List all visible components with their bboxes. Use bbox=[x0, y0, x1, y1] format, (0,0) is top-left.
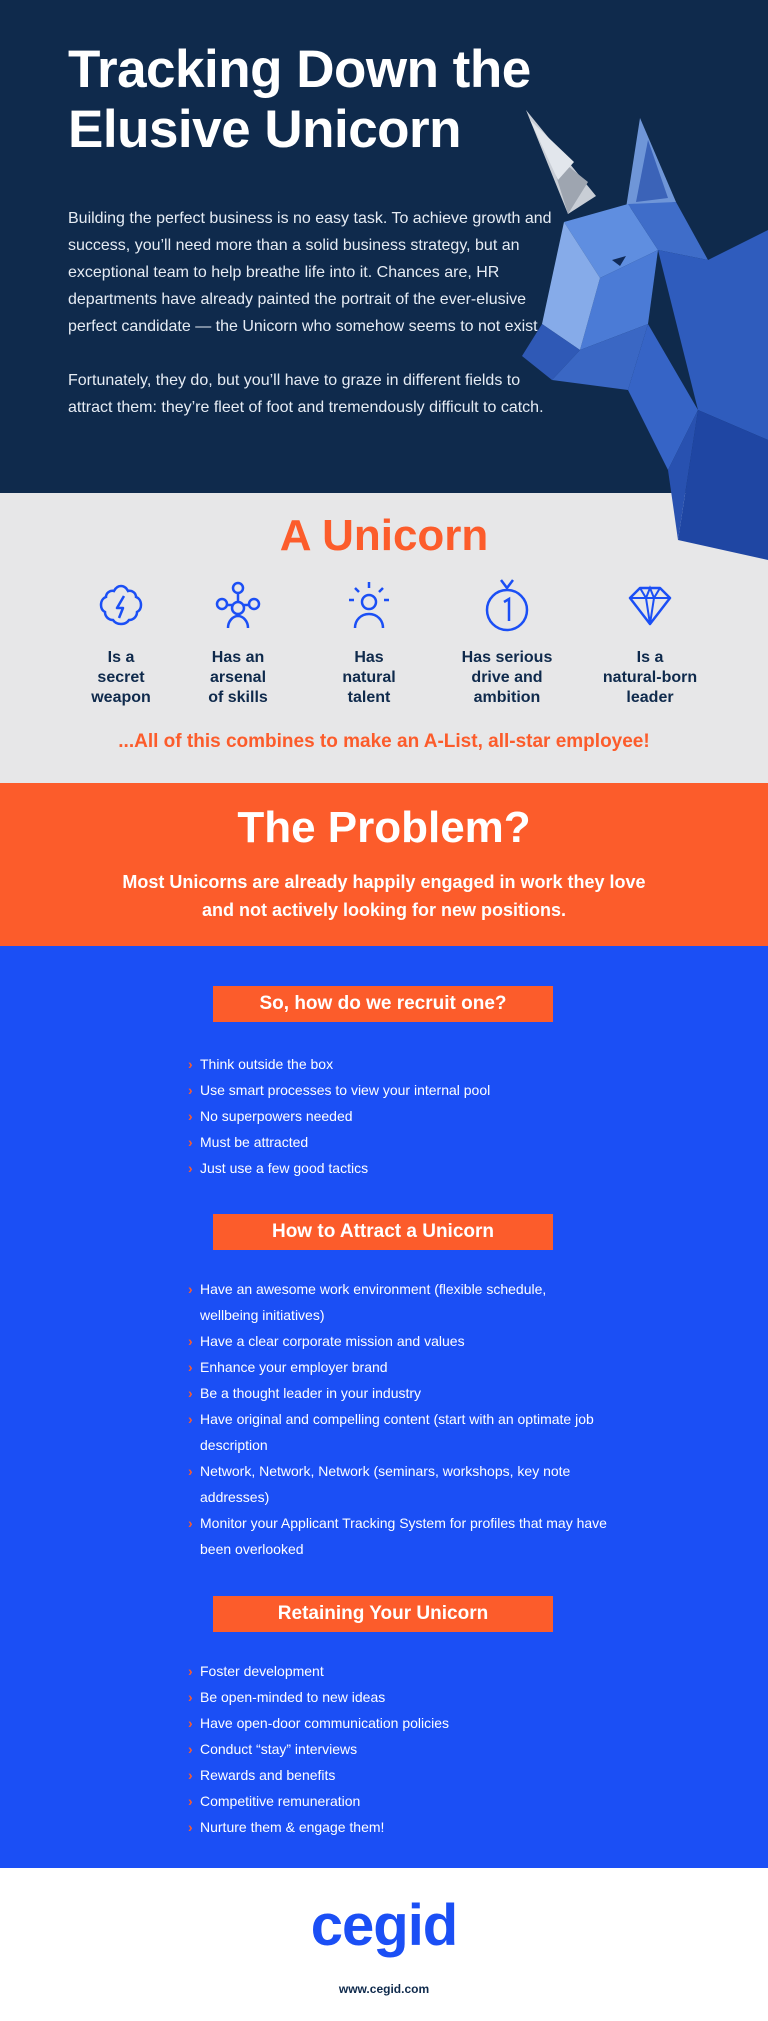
page-title: Tracking Down the Elusive Unicorn bbox=[68, 40, 531, 159]
trait-label: Has natural talent bbox=[342, 649, 396, 706]
list-item: No superpowers needed bbox=[188, 1103, 608, 1129]
trait-item: Is a natural-born leader bbox=[585, 578, 715, 708]
trait-label: Has an arsenal of skills bbox=[208, 649, 268, 706]
list-item: Network, Network, Network (seminars, wor… bbox=[188, 1458, 608, 1510]
recruit-list: Think outside the box Use smart processe… bbox=[188, 1051, 608, 1181]
list-item: Have open-door communication policies bbox=[188, 1710, 608, 1736]
list-item: Monitor your Applicant Tracking System f… bbox=[188, 1510, 608, 1562]
list-item: Nurture them & engage them! bbox=[188, 1814, 608, 1840]
traits-row: Is a secret weapon Has an arsenal of ski… bbox=[0, 578, 768, 708]
problem-section: The Problem? Most Unicorns are already h… bbox=[0, 783, 768, 946]
list-item: Have original and compelling content (st… bbox=[188, 1406, 608, 1458]
brand-logo: cegid bbox=[310, 1893, 459, 1958]
list-item: Rewards and benefits bbox=[188, 1762, 608, 1788]
traits-tagline: ...All of this combines to make an A-Lis… bbox=[118, 731, 650, 752]
list-item: Be a thought leader in your industry bbox=[188, 1380, 608, 1406]
list-item: Think outside the box bbox=[188, 1051, 608, 1077]
attract-list: Have an awesome work environment (flexib… bbox=[188, 1276, 608, 1562]
intro-text: Building the perfect business is no easy… bbox=[68, 205, 558, 448]
intro-paragraph: Building the perfect business is no easy… bbox=[68, 210, 552, 335]
traits-heading: A Unicorn bbox=[279, 511, 489, 560]
intro-paragraph: Fortunately, they do, but you’ll have to… bbox=[68, 372, 544, 416]
list-item: Must be attracted bbox=[188, 1129, 608, 1155]
list-item: Be open-minded to new ideas bbox=[188, 1684, 608, 1710]
retain-list: Foster development Be open-minded to new… bbox=[188, 1658, 608, 1840]
list-item: Just use a few good tactics bbox=[188, 1155, 608, 1181]
website-link[interactable]: www.cegid.com bbox=[338, 1982, 430, 1996]
brain-icon bbox=[99, 584, 143, 626]
trait-item: Has natural talent bbox=[304, 578, 434, 708]
network-icon bbox=[215, 581, 261, 629]
section-heading-recruit: So, how do we recruit one? bbox=[213, 986, 553, 1022]
diamond-icon bbox=[628, 585, 672, 626]
person-idea-icon bbox=[349, 582, 389, 629]
list-item: Enhance your employer brand bbox=[188, 1354, 608, 1380]
trait-label: Is a natural-born leader bbox=[602, 649, 698, 706]
tactics-section: So, how do we recruit one? Think outside… bbox=[0, 946, 768, 1868]
problem-heading: The Problem? bbox=[237, 803, 531, 852]
medal-icon bbox=[485, 579, 529, 632]
unicorn-head-illustration bbox=[522, 110, 768, 560]
trait-label: Has serious drive and ambition bbox=[461, 649, 553, 706]
section-heading-retain: Retaining Your Unicorn bbox=[213, 1596, 553, 1632]
list-item: Competitive remuneration bbox=[188, 1788, 608, 1814]
trait-item: Has serious drive and ambition bbox=[442, 578, 572, 708]
unicorn-traits-section: A Unicorn Is a secret weapon Has an arse… bbox=[0, 493, 768, 783]
list-item: Conduct “stay” interviews bbox=[188, 1736, 608, 1762]
list-item: Have an awesome work environment (flexib… bbox=[188, 1276, 608, 1328]
list-item: Foster development bbox=[188, 1658, 608, 1684]
list-item: Have a clear corporate mission and value… bbox=[188, 1328, 608, 1354]
section-heading-attract: How to Attract a Unicorn bbox=[213, 1214, 553, 1250]
problem-text: Most Unicorns are already happily engage… bbox=[122, 872, 646, 920]
list-item: Use smart processes to view your interna… bbox=[188, 1077, 608, 1103]
trait-item: Is a secret weapon bbox=[56, 578, 186, 708]
footer: cegid www.cegid.com bbox=[0, 1868, 768, 2021]
trait-item: Has an arsenal of skills bbox=[173, 578, 303, 708]
trait-label: Is a secret weapon bbox=[91, 649, 151, 706]
